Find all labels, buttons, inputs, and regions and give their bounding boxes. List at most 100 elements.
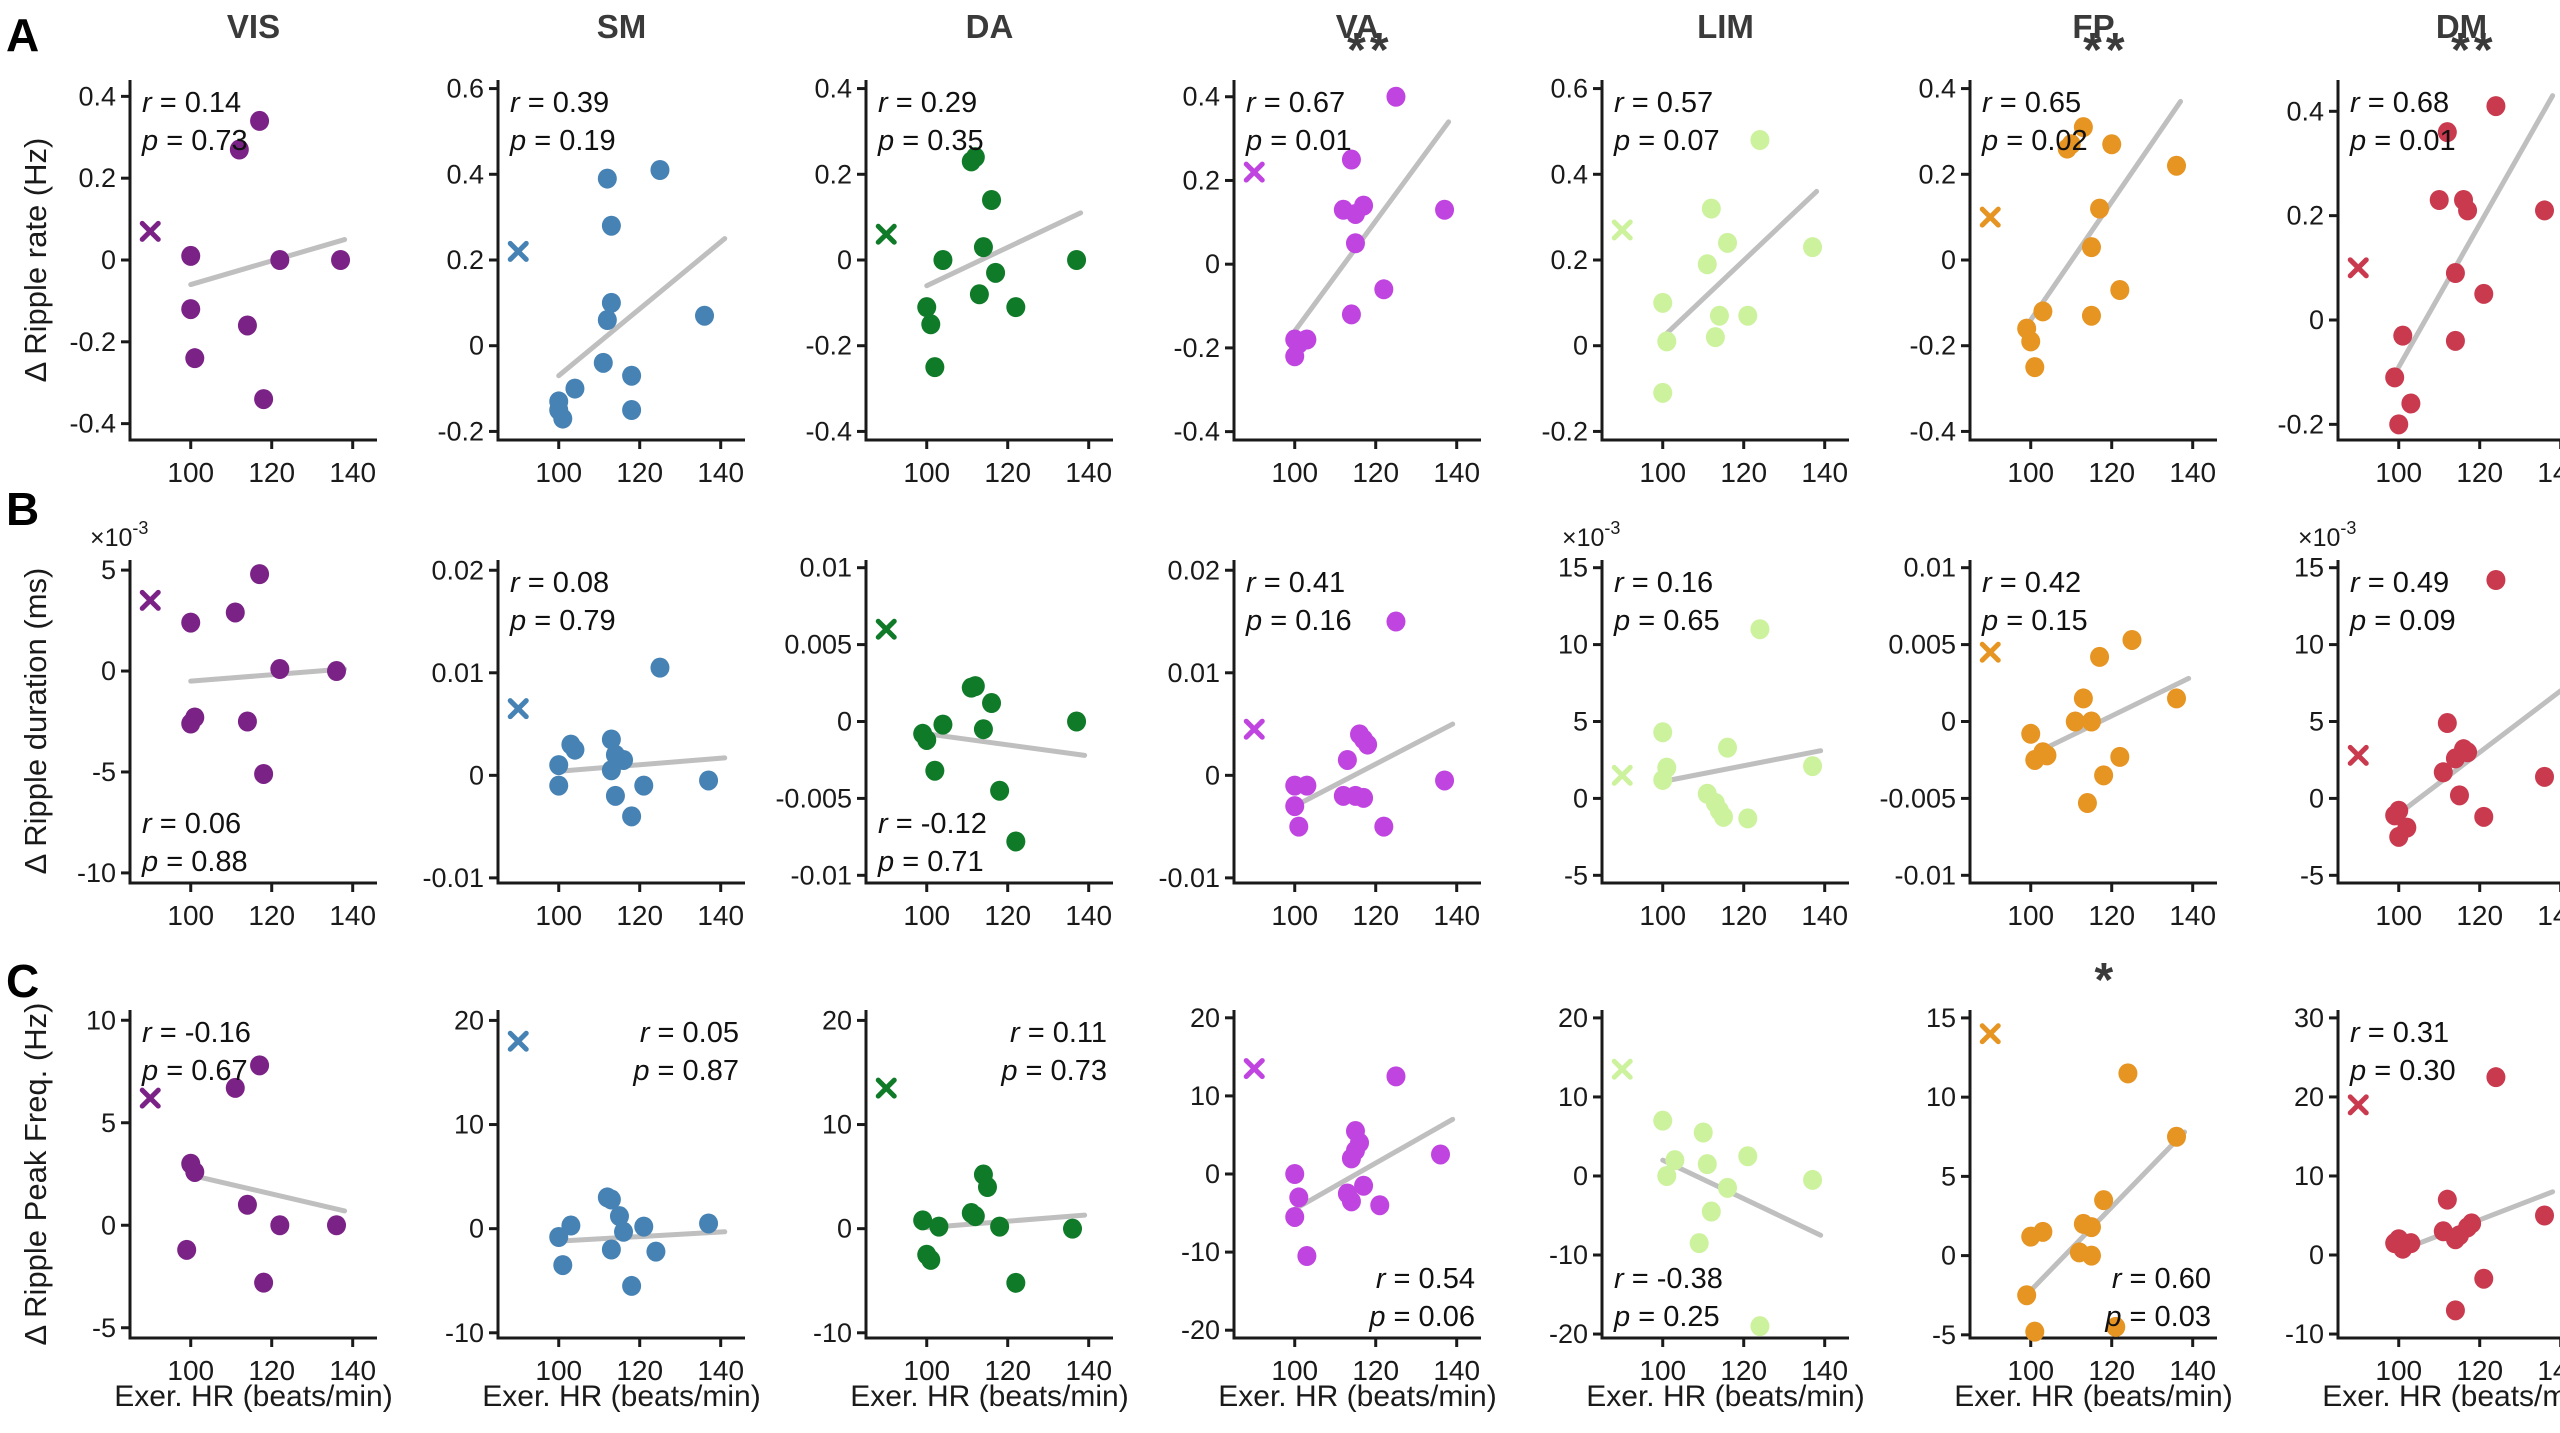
data-point xyxy=(1657,1165,1677,1186)
y-tick-label: 0 xyxy=(101,656,116,686)
data-point xyxy=(185,1161,205,1182)
axis-lines xyxy=(2336,1010,2560,1340)
data-point xyxy=(614,1221,634,1242)
data-point xyxy=(2445,330,2465,351)
r-value-label: r = 0.29 xyxy=(878,87,977,119)
plot-A-SM: 0.6 0.4 0.2 0 -0.2 100 120 140 r = 0.39 p = 0.19 xyxy=(437,74,745,488)
y-tick-label: 0.2 xyxy=(446,245,484,275)
data-point xyxy=(1665,1150,1685,1171)
column-title-da: DA xyxy=(965,8,1014,45)
data-point xyxy=(270,250,290,270)
x-tick-label: 120 xyxy=(1352,1355,1399,1386)
y-axis-exponent-label: ×10-3 xyxy=(1562,518,1620,552)
x-tick-label: 100 xyxy=(167,457,214,488)
y-tick-label: 10 xyxy=(822,1110,852,1140)
x-tick-label: 120 xyxy=(2456,900,2503,931)
r-value-label: r = 0.39 xyxy=(510,87,609,119)
p-value-label: p = 0.30 xyxy=(2349,1055,2456,1087)
data-point xyxy=(2077,793,2097,814)
data-point xyxy=(2167,688,2187,709)
p-value-label: p = 0.65 xyxy=(1613,605,1720,637)
data-point xyxy=(929,1216,949,1237)
data-point xyxy=(965,1206,985,1227)
y-tick-label: 0.2 xyxy=(814,159,852,189)
p-value-label: p = 0.09 xyxy=(2349,605,2456,637)
excluded-point-marker xyxy=(1243,161,1265,183)
data-point xyxy=(177,1239,197,1260)
data-point xyxy=(1386,86,1406,107)
data-point xyxy=(969,284,989,305)
data-point xyxy=(1386,1066,1406,1087)
column-title-va: VA xyxy=(1335,8,1380,45)
data-point xyxy=(597,168,617,189)
excluded-point-marker xyxy=(1611,1058,1633,1080)
y-tick-label: 0.2 xyxy=(1550,245,1588,275)
x-tick-label: 140 xyxy=(1433,1355,1480,1386)
x-tick-label: 100 xyxy=(1639,900,1686,931)
x-tick-label: 100 xyxy=(903,457,950,488)
data-point xyxy=(1653,722,1673,743)
x-tick-label: 100 xyxy=(2007,900,2054,931)
data-point xyxy=(1345,233,1365,254)
y-tick-label: 0 xyxy=(1941,245,1956,275)
data-point xyxy=(1803,1169,1823,1190)
data-point xyxy=(2433,762,2453,783)
x-tick-label: 140 xyxy=(2537,457,2560,488)
column-title-lim: LIM xyxy=(1697,8,1754,45)
x-tick-label: 120 xyxy=(1352,457,1399,488)
x-tick-label: 120 xyxy=(2456,1355,2503,1386)
data-point xyxy=(973,719,993,740)
x-tick-label: 140 xyxy=(1065,1355,1112,1386)
y-tick-label: 0 xyxy=(837,245,852,275)
p-value-label: p = 0.25 xyxy=(1613,1301,1720,1333)
trend-line xyxy=(2396,93,2556,370)
data-point xyxy=(1354,195,1374,216)
y-tick-label: 0.4 xyxy=(1918,74,1956,104)
data-point xyxy=(185,348,205,369)
x-tick-label: 100 xyxy=(1271,900,1318,931)
x-tick-label: 120 xyxy=(248,457,295,488)
trend-line xyxy=(556,755,728,774)
data-point xyxy=(2445,748,2465,769)
data-point xyxy=(1285,796,1305,817)
plot-B-DM: 15 10 5 0 -5 100 120 140 ×10-3 r = 0.49 p = 0.09 xyxy=(2294,518,2560,931)
x-tick-label: 100 xyxy=(2375,457,2422,488)
y-tick-label: 30 xyxy=(2294,1003,2324,1033)
data-point xyxy=(1285,1164,1305,1184)
y-tick-label: -10 xyxy=(445,1318,484,1348)
x-axis-label-vis: Exer. HR (beats/min) xyxy=(114,1380,393,1413)
data-point xyxy=(1713,806,1733,827)
trend-line xyxy=(1660,748,1824,784)
data-point xyxy=(2401,393,2421,414)
data-point xyxy=(990,780,1010,801)
r-value-label: r = 0.31 xyxy=(2350,1017,2449,1049)
y-tick-label: -0.005 xyxy=(1879,783,1956,813)
data-point xyxy=(1354,1175,1374,1196)
data-point xyxy=(1435,770,1455,791)
data-point xyxy=(1653,292,1673,313)
plot-C-VIS: 10 5 0 -5 100 120 140 r = -0.16 p = 0.67 xyxy=(86,1005,377,1386)
data-point xyxy=(601,292,621,313)
y-tick-label: -0.4 xyxy=(805,416,852,446)
y-tick-label: -5 xyxy=(1932,1320,1956,1350)
data-point xyxy=(2385,367,2405,388)
data-point xyxy=(1386,611,1406,632)
data-point xyxy=(1718,232,1738,253)
y-tick-label: 0.2 xyxy=(1918,159,1956,189)
y-tick-label: 0 xyxy=(2309,305,2324,335)
data-point xyxy=(699,770,719,791)
data-point xyxy=(2081,305,2101,326)
trend-line xyxy=(188,666,348,684)
data-point xyxy=(1697,254,1717,275)
significance-stars: ** xyxy=(2451,24,2496,77)
plot-B-VIS: 5 0 -5 -10 100 120 140 ×10-3 r = 0.06 p = 0.88 xyxy=(77,518,377,931)
p-value-label: p = 0.73 xyxy=(1000,1055,1107,1087)
y-tick-label: -0.2 xyxy=(69,327,116,357)
y-tick-label: -10 xyxy=(1181,1237,1220,1267)
y-tick-label: -0.01 xyxy=(1158,863,1220,893)
x-tick-label: 120 xyxy=(984,457,1031,488)
r-value-label: r = 0.68 xyxy=(2350,87,2449,119)
data-point xyxy=(254,763,274,784)
data-point xyxy=(565,739,585,760)
